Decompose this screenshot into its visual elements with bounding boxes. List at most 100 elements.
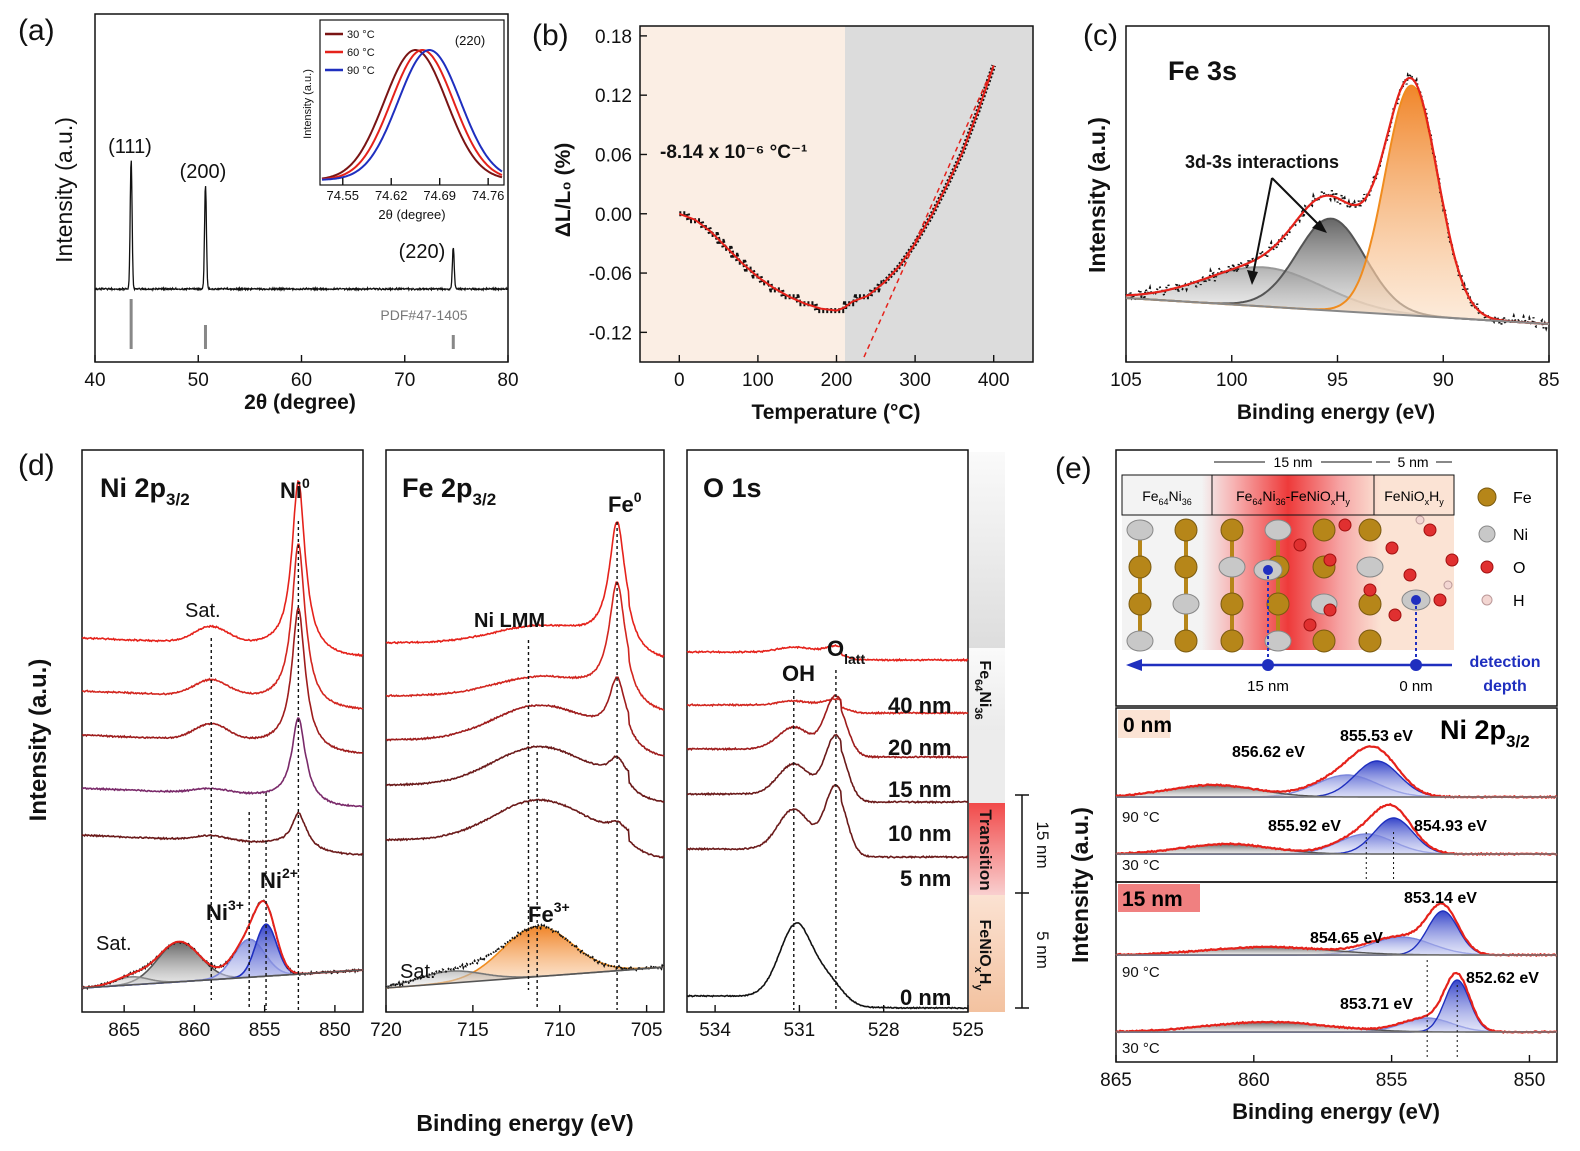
depth-40: 40 nm <box>888 693 952 718</box>
panel-a: (a) 40 50 60 70 80 2θ (degree) Intensity (a.… <box>18 13 519 414</box>
panel-c-xlabel: Binding energy (eV) <box>1237 401 1435 424</box>
panel-e-ylabel: Intensity (a.u.) <box>1067 807 1093 963</box>
fe2p-title-main: Fe 2p <box>402 473 473 503</box>
depth-marker-15: 15 nm <box>1033 821 1052 868</box>
e15-temp-30: 30 °C <box>1122 1040 1160 1057</box>
d1-x-tick-label-710: 710 <box>544 1020 576 1041</box>
fe2p-trace-3 <box>385 745 665 803</box>
inset-title: (220) <box>455 33 485 48</box>
atom-fe-8 <box>1220 518 1244 542</box>
ni2p-title: Ni 2p3/2 <box>100 473 190 509</box>
depth-axis-title-1: detection <box>1469 654 1540 671</box>
panel-b-plot <box>678 64 997 358</box>
inset-x-tick-label-74.55: 74.55 <box>326 188 359 203</box>
e-spec-2-fill-1 <box>1116 911 1557 955</box>
region-bulk-label: Fe64Ni36 <box>972 660 993 719</box>
d0-x-tick-label-855: 855 <box>249 1020 281 1041</box>
a-x-tick-label-80: 80 <box>497 370 518 391</box>
fe-0nm-raw <box>385 923 665 990</box>
e-peak-855.92: 855.92 eV <box>1268 818 1341 835</box>
panel-b: (b) 0 100 200 300 400-0.12-0.060.000.060.120… <box>532 19 1034 424</box>
o1s-frame <box>686 449 969 1013</box>
panel-b-ylabel: ΔL/L₀ (%) <box>552 143 575 238</box>
inset-x-ticks: 74.55 74.62 74.69 74.76 <box>326 178 504 203</box>
o1s-trace-0 <box>686 644 969 663</box>
panel-e-xlabel: Binding energy (eV) <box>1232 1099 1440 1124</box>
panel-c-x-ticks: 105 100 95 90 85 <box>1110 355 1560 391</box>
thickness-label-15-bg <box>1265 453 1321 469</box>
e-spec-1-fill-2 <box>1116 844 1557 854</box>
fe-sat-label: Sat. <box>400 961 436 983</box>
ni2-label: Ni2+ <box>260 865 298 893</box>
ni-0nm-background <box>81 969 364 989</box>
legend-h: H <box>1513 593 1525 610</box>
atom-h-1 <box>1443 580 1453 590</box>
panel-a-x-ticks: 40 50 60 70 80 <box>84 355 519 391</box>
legend-o: O <box>1513 560 1525 577</box>
c-x-tick-label-90: 90 <box>1433 370 1454 391</box>
e-spec-0-fill-0 <box>1116 775 1557 797</box>
ni2p-trace-3 <box>81 717 364 808</box>
atom-ni-6 <box>1172 593 1200 615</box>
panel-a-label: (a) <box>18 14 55 47</box>
fe2p-trace-0 <box>385 521 665 659</box>
annotation-arrow-2 <box>1271 177 1323 229</box>
atom-o-9 <box>1433 593 1447 607</box>
panel-a-xlabel: 2θ (degree) <box>244 391 356 414</box>
panel-e-plot <box>1115 745 1558 1060</box>
atom-fe-2 <box>1128 592 1152 616</box>
fe0-label: Fe0 <box>608 489 642 517</box>
panel-c-label: (c) <box>1083 19 1118 52</box>
e-peak-853.14: 853.14 eV <box>1404 890 1477 907</box>
fe-0nm-background <box>385 966 665 989</box>
probe-0-dot <box>1410 659 1422 671</box>
atom-o-6 <box>1423 523 1437 537</box>
b-x-tick-label-100: 100 <box>742 370 774 391</box>
b-x-tick-label-0: 0 <box>674 370 685 391</box>
e-spec-2-envelope <box>1115 901 1558 957</box>
inset-x-tick-label-74.69: 74.69 <box>423 188 456 203</box>
panel-e-x-ticks: 865 860 855 850 <box>1100 1055 1545 1091</box>
e-x-tick-label-865: 865 <box>1100 1070 1132 1091</box>
fe2p-frame <box>385 449 665 1013</box>
d1-x-tick-label-720: 720 <box>370 1020 402 1041</box>
legend-o-marker <box>1480 560 1494 574</box>
fe3s-envelope <box>1125 76 1550 326</box>
inset-curve-0 <box>321 49 503 180</box>
olatt-label: Olatt <box>827 636 865 667</box>
fe2p-trace-2 <box>385 676 665 757</box>
panel-d-plot <box>81 479 969 1010</box>
atom-fe-11 <box>1220 629 1244 653</box>
panel-a-ylabel: Intensity (a.u.) <box>51 117 77 263</box>
e-x-tick-label-855: 855 <box>1376 1070 1408 1091</box>
d2-x-tick-label-534: 534 <box>699 1020 731 1041</box>
panel-d: (d) Intensity (a.u.) <box>18 449 1052 1136</box>
panel-d-ylabel: Intensity (a.u.) <box>25 659 52 822</box>
pdf-reference-label: PDF#47-1405 <box>380 307 467 323</box>
atom-fe-23 <box>1358 629 1382 653</box>
panel-c-plot <box>1125 71 1550 332</box>
region-transition-label: Transition <box>976 809 995 890</box>
e0-temp-30: 30 °C <box>1122 857 1160 874</box>
panel-b-label: (b) <box>532 19 569 52</box>
atom-ni-9 <box>1218 556 1246 578</box>
atom-ni-12 <box>1264 519 1292 541</box>
region-band-transition <box>969 803 1005 895</box>
atom-fe-7 <box>1174 629 1198 653</box>
region-band-oxide <box>969 895 1005 1012</box>
panel-b-high-temp-region <box>845 26 1033 362</box>
annotation-arrowhead-1 <box>1247 270 1258 285</box>
layer-transition: Fe64Ni36-FeNiOxHy <box>1236 488 1350 507</box>
atom-fe-1 <box>1128 555 1152 579</box>
depth-0: 0 nm <box>900 985 951 1010</box>
depth-axis-title-2: depth <box>1483 678 1527 695</box>
probe-15-dot <box>1262 659 1274 671</box>
region-band-bulk-3 <box>969 730 1005 803</box>
probe-15-atom-dot <box>1263 565 1273 575</box>
atom-fe-4 <box>1174 518 1198 542</box>
peak-label-111: (111) <box>108 136 152 158</box>
legend-ni-marker <box>1478 525 1496 543</box>
inset-ylabel: Intensity (a.u.) <box>302 69 314 139</box>
b-y-tick-label-4: 0.12 <box>595 86 632 107</box>
panel-d-label: (d) <box>18 449 55 482</box>
